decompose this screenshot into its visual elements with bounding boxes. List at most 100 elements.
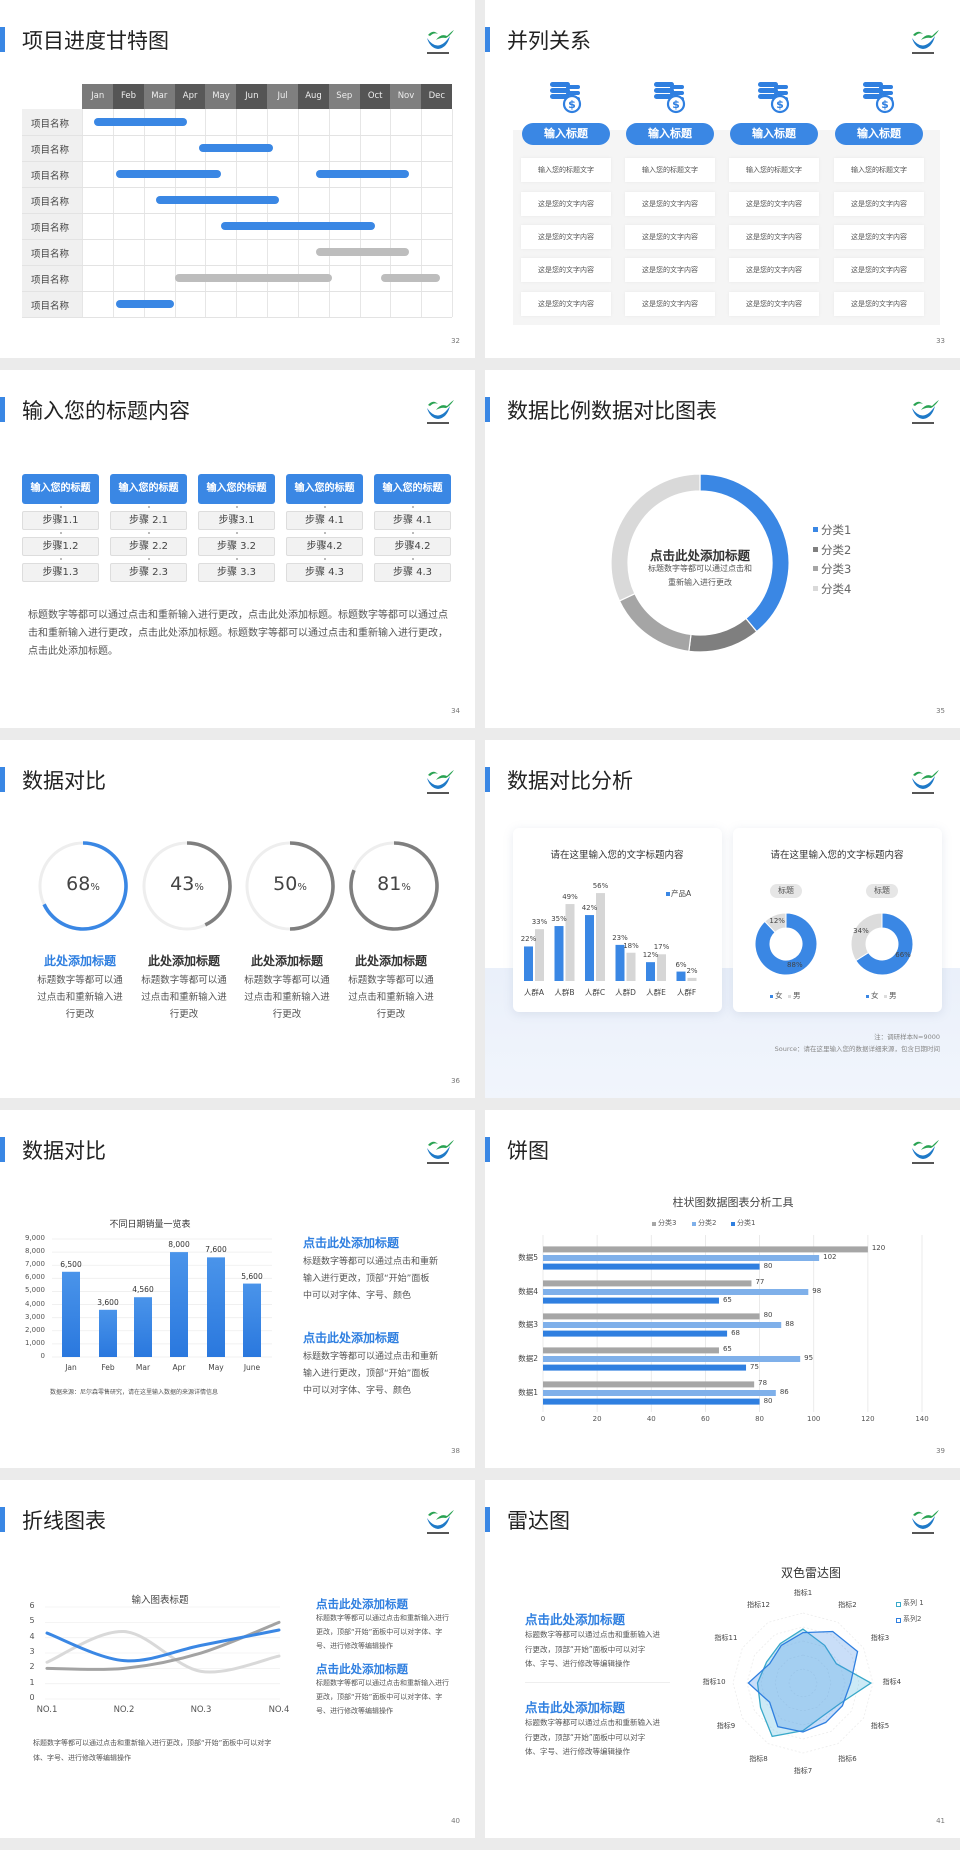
step-box[interactable]: 步骤 4.3 — [286, 563, 363, 582]
footnote: 注：调研样本N=9000 — [874, 1033, 940, 1041]
step-box[interactable]: 步骤4.2 — [374, 537, 451, 556]
step-box[interactable]: 步骤1.1 — [22, 511, 99, 530]
donut-pill-label: 标题 — [866, 884, 898, 898]
donut-slice-女 — [754, 912, 818, 976]
chart-source: 数据来源：尼尔森零售研究，请在这里输入数据的来源详情信息 — [50, 1389, 219, 1396]
radar-grid-ring — [732, 1612, 874, 1754]
step-column-header[interactable]: 输入您的标题 — [110, 474, 187, 504]
gantt-bar[interactable] — [316, 170, 409, 178]
y-tick-label: 2 — [29, 1662, 35, 1672]
step-column-header[interactable]: 输入您的标题 — [198, 474, 275, 504]
column-title-button[interactable]: 输入标题 — [835, 123, 923, 145]
slide-title: 数据对比 — [22, 769, 106, 793]
donut-slice-女 — [855, 912, 914, 976]
x-tick-label: Mar — [135, 1363, 151, 1372]
bar-value-label: 12% — [642, 951, 659, 960]
month-header-sep: Sep — [328, 84, 360, 109]
bar-value-label: 22% — [520, 935, 537, 944]
step-box[interactable]: 步骤1.2 — [22, 537, 99, 556]
logo-text-mark — [912, 1532, 934, 1534]
text-cell: 这是您的文字内容 — [729, 292, 819, 316]
y-tick-label: 4 — [29, 1631, 35, 1641]
slide-title: 折线图表 — [22, 1509, 106, 1533]
body-text-line: 体、字号、进行修改等编辑操作 — [33, 1754, 131, 1762]
column-title-button[interactable]: 输入标题 — [730, 123, 818, 145]
card-title: 请在这里输入您的文字标题内容 — [770, 850, 904, 861]
grid-hline — [22, 239, 452, 240]
connector-dot — [412, 532, 414, 534]
radar-axis-label: 指标6 — [838, 1754, 857, 1763]
gantt-bar[interactable] — [220, 222, 375, 230]
step-column-header[interactable]: 输入您的标题 — [286, 474, 363, 504]
gantt-bar[interactable] — [174, 274, 332, 282]
bar-人群C-产品A — [585, 915, 594, 981]
dollar-sign-glyph: $ — [881, 98, 889, 111]
month-header-aug: Aug — [297, 84, 330, 109]
gantt-bar[interactable] — [94, 118, 187, 126]
slide-32: 项目进度甘特图 32 Jan Feb Mar Apr May Jun Jul Aug Sep Oct N… — [0, 0, 475, 358]
ring-description-line: 行更改 — [376, 1009, 406, 1020]
block-heading[interactable]: 点击此处添加标题 — [525, 1612, 626, 1627]
text-cell: 这是您的文字内容 — [834, 225, 924, 249]
x-tick-label: Jan — [65, 1363, 77, 1372]
block-text-line: 体、字号、进行修改等编辑操作 — [525, 1747, 630, 1756]
chart-title: 输入图表标题 — [131, 1595, 189, 1606]
block-heading[interactable]: 点击此处添加标题 — [316, 1597, 408, 1611]
column-title-button[interactable]: 输入标题 — [522, 123, 610, 145]
step-box[interactable]: 步骤 3.2 — [198, 537, 275, 556]
grid-hline — [22, 213, 452, 214]
gantt-bar[interactable] — [115, 300, 175, 308]
gantt-bar[interactable] — [156, 196, 280, 204]
ring-description-line: 标题数字等都可以通 — [244, 975, 330, 986]
slide-title: 数据对比 — [22, 1139, 106, 1163]
step-box[interactable]: 步骤3.1 — [198, 511, 275, 530]
step-box[interactable]: 步骤 4.1 — [374, 511, 451, 530]
y-tick-label: 5,000 — [24, 1286, 45, 1295]
step-box[interactable]: 步骤 2.1 — [110, 511, 187, 530]
coin-layer — [758, 82, 778, 87]
logo-leaf-left — [428, 771, 438, 776]
bar-value-label: 6% — [675, 960, 687, 969]
category-label: 人群E — [646, 988, 666, 997]
ring-description-line: 标题数字等都可以通 — [141, 975, 227, 986]
step-column-header[interactable]: 输入您的标题 — [22, 474, 99, 504]
step-box[interactable]: 步骤4.2 — [286, 537, 363, 556]
block-heading[interactable]: 点击此处添加标题 — [525, 1700, 626, 1715]
coin-stack-icon: $ — [654, 82, 686, 114]
block-text-line: 标题数字等都可以通过点击和重新输入进行 — [316, 1614, 449, 1622]
logo-text-mark — [912, 1162, 934, 1164]
gantt-bar[interactable] — [199, 144, 274, 152]
footnote: Source：请在这里输入您的数据详细来源，包含日期时间 — [774, 1045, 940, 1053]
block-text-line: 更改，顶部“开始”面板中可以对字体、字 — [316, 1693, 443, 1701]
block-text-line: 标题数字等都可以通过点击和重新输入进 — [525, 1630, 660, 1639]
slide-title: 数据比例数据对比图表 — [507, 399, 717, 423]
body-paragraph-line: 击和重新输入进行更改，点击此处添加标题。标题数字等都可以通过点击和重新输入进行更… — [28, 628, 448, 639]
step-box[interactable]: 步骤 2.2 — [110, 537, 187, 556]
legend-swatch — [896, 1618, 901, 1623]
block-text-line: 更改，顶部“开始”面板中可以对字体、字 — [316, 1628, 443, 1636]
radar-grid-ring — [788, 1668, 818, 1698]
coin-layer — [654, 94, 674, 99]
block-heading[interactable]: 点击此处添加标题 — [303, 1331, 400, 1345]
block-heading[interactable]: 点击此处添加标题 — [316, 1662, 408, 1676]
coin-layer — [863, 88, 883, 93]
block-heading[interactable]: 点击此处添加标题 — [303, 1236, 400, 1250]
y-tick-label: 0 — [40, 1352, 45, 1360]
connector-dot — [148, 558, 150, 560]
x-tick-label: 0 — [540, 1415, 546, 1423]
step-box[interactable]: 步骤 4.3 — [374, 563, 451, 582]
donut-center-text: 标题数字等都可以通过点击和 — [648, 564, 752, 573]
donut-slice-分类4 — [610, 473, 701, 602]
column-bar-Apr — [170, 1252, 188, 1357]
step-box[interactable]: 步骤 4.1 — [286, 511, 363, 530]
gantt-bar[interactable] — [381, 274, 440, 282]
hbar-数据1-分类3 — [543, 1381, 755, 1388]
step-box[interactable]: 步骤1.3 — [22, 563, 99, 582]
step-box[interactable]: 步骤 2.3 — [110, 563, 187, 582]
step-box[interactable]: 步骤 3.3 — [198, 563, 275, 582]
gantt-bar[interactable] — [316, 248, 409, 256]
step-column-header[interactable]: 输入您的标题 — [374, 474, 451, 504]
category-label: 人群A — [523, 988, 545, 997]
gantt-bar[interactable] — [115, 170, 221, 178]
column-title-button[interactable]: 输入标题 — [626, 123, 714, 145]
